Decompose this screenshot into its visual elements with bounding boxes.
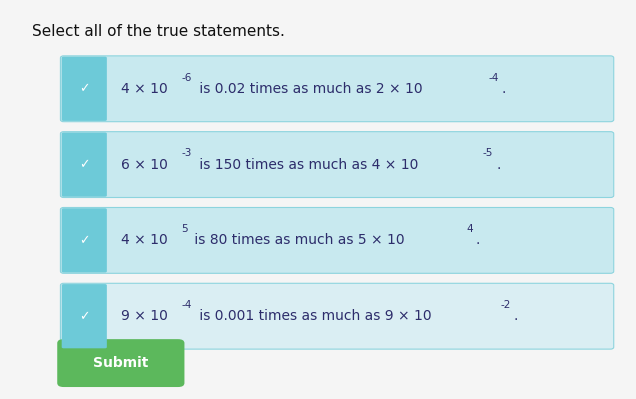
Text: ✓: ✓: [79, 158, 90, 171]
Text: is 150 times as much as 4 × 10: is 150 times as much as 4 × 10: [195, 158, 418, 172]
Text: -6: -6: [181, 73, 191, 83]
Text: .: .: [475, 233, 480, 247]
Text: 6 × 10: 6 × 10: [121, 158, 168, 172]
FancyBboxPatch shape: [62, 284, 107, 348]
FancyBboxPatch shape: [60, 56, 614, 122]
Text: -4: -4: [181, 300, 191, 310]
Text: is 0.001 times as much as 9 × 10: is 0.001 times as much as 9 × 10: [195, 309, 431, 323]
Text: ✓: ✓: [79, 310, 90, 323]
FancyBboxPatch shape: [57, 339, 184, 387]
FancyBboxPatch shape: [60, 132, 614, 198]
Text: 4 × 10: 4 × 10: [121, 233, 168, 247]
Text: is 80 times as much as 5 × 10: is 80 times as much as 5 × 10: [190, 233, 404, 247]
Text: .: .: [496, 158, 501, 172]
Text: -4: -4: [488, 73, 499, 83]
Text: -2: -2: [500, 300, 511, 310]
FancyBboxPatch shape: [62, 132, 107, 197]
FancyBboxPatch shape: [62, 57, 107, 121]
Text: -5: -5: [483, 148, 494, 158]
Text: 9 × 10: 9 × 10: [121, 309, 168, 323]
Text: 4: 4: [467, 224, 473, 234]
FancyBboxPatch shape: [62, 208, 107, 273]
Text: ✓: ✓: [79, 234, 90, 247]
Text: 5: 5: [181, 224, 188, 234]
FancyBboxPatch shape: [60, 207, 614, 273]
Text: .: .: [513, 309, 518, 323]
Text: 4 × 10: 4 × 10: [121, 82, 168, 96]
Text: Submit: Submit: [93, 356, 149, 370]
Text: .: .: [502, 82, 506, 96]
FancyBboxPatch shape: [60, 283, 614, 349]
Text: -3: -3: [181, 148, 191, 158]
Text: ✓: ✓: [79, 82, 90, 95]
Text: is 0.02 times as much as 2 × 10: is 0.02 times as much as 2 × 10: [195, 82, 422, 96]
Text: Select all of the true statements.: Select all of the true statements.: [32, 24, 285, 39]
